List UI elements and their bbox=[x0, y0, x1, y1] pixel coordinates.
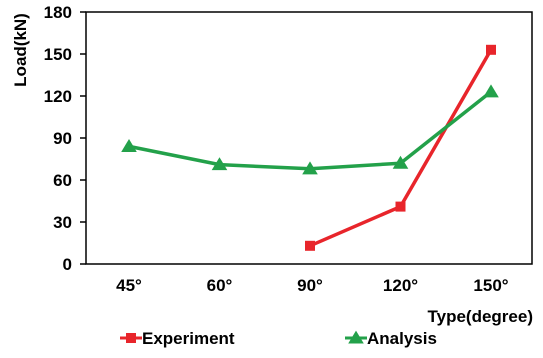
data-point bbox=[392, 155, 409, 169]
y-tick-label: 0 bbox=[63, 255, 72, 274]
legend: Experiment Analysis bbox=[120, 329, 437, 348]
y-tick-label: 120 bbox=[44, 87, 72, 106]
data-point bbox=[395, 201, 406, 212]
series-analysis bbox=[121, 84, 499, 175]
series-line bbox=[128, 90, 493, 171]
x-axis-title: Type(degree) bbox=[428, 307, 534, 326]
legend-label: Experiment bbox=[142, 329, 235, 348]
data-point bbox=[483, 84, 499, 98]
y-tick-label: 180 bbox=[44, 3, 72, 22]
x-tick-label: 150° bbox=[473, 276, 508, 295]
x-tick-label: 60° bbox=[207, 276, 233, 295]
legend-label: Analysis bbox=[367, 329, 437, 348]
series-line bbox=[309, 48, 493, 248]
series-layer bbox=[121, 44, 499, 251]
data-point bbox=[486, 44, 496, 55]
plot-area-frame bbox=[85, 11, 533, 265]
data-point bbox=[348, 330, 364, 344]
y-tick-label: 150 bbox=[44, 45, 72, 64]
y-axis-ticks: 0 30 60 90 120 150 180 bbox=[44, 3, 86, 274]
y-tick-label: 60 bbox=[53, 171, 72, 190]
x-tick-label: 120° bbox=[383, 276, 418, 295]
y-tick-label: 30 bbox=[53, 213, 72, 232]
x-tick-label: 90° bbox=[297, 276, 323, 295]
y-axis-title: Load(kN) bbox=[11, 13, 30, 87]
data-point bbox=[121, 138, 137, 152]
legend-item: Experiment bbox=[120, 329, 235, 348]
data-point bbox=[302, 161, 318, 175]
data-point bbox=[211, 157, 228, 171]
x-tick-label: 45° bbox=[116, 276, 142, 295]
series-experiment bbox=[305, 44, 496, 251]
data-point bbox=[305, 240, 315, 251]
data-point bbox=[126, 333, 136, 343]
legend-item: Analysis bbox=[345, 329, 437, 348]
y-tick-label: 90 bbox=[53, 129, 72, 148]
x-axis-ticks: 45° 60° 90° 120° 150° bbox=[116, 276, 509, 295]
